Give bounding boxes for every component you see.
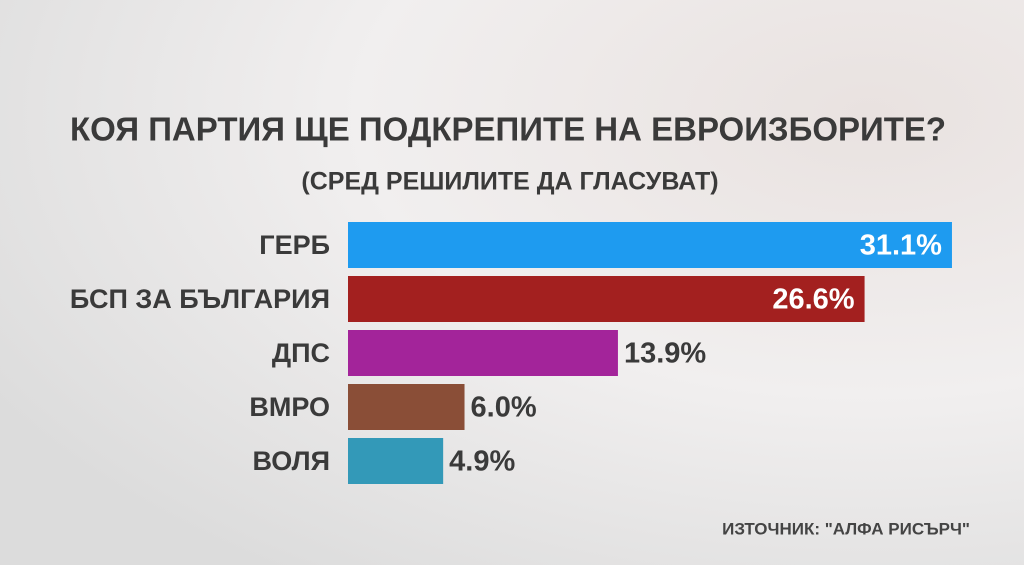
bar	[348, 438, 444, 484]
category-label: ГЕРБ	[259, 230, 330, 260]
value-label: 26.6%	[772, 284, 854, 316]
source: ИЗТОЧНИК: "АЛФА РИСЪРЧ"	[722, 519, 970, 538]
bar	[348, 384, 465, 430]
chart-title: КОЯ ПАРТИЯ ЩЕ ПОДКРЕПИТЕ НА ЕВРОИЗБОРИТЕ…	[70, 111, 946, 148]
value-label: 13.9%	[624, 338, 706, 370]
category-label: ВМРО	[249, 392, 330, 422]
value-label: 6.0%	[471, 392, 537, 424]
category-label: ВОЛЯ	[252, 446, 330, 476]
category-label: ДПС	[272, 338, 330, 368]
bar	[348, 276, 865, 322]
chart-subtitle: (СРЕД РЕШИЛИТЕ ДА ГЛАСУВАТ)	[301, 168, 718, 196]
value-label: 4.9%	[449, 446, 515, 478]
bar	[348, 222, 952, 268]
bar	[348, 330, 618, 376]
category-label: БСП ЗА БЪЛГАРИЯ	[70, 284, 330, 314]
value-label: 31.1%	[860, 230, 942, 262]
